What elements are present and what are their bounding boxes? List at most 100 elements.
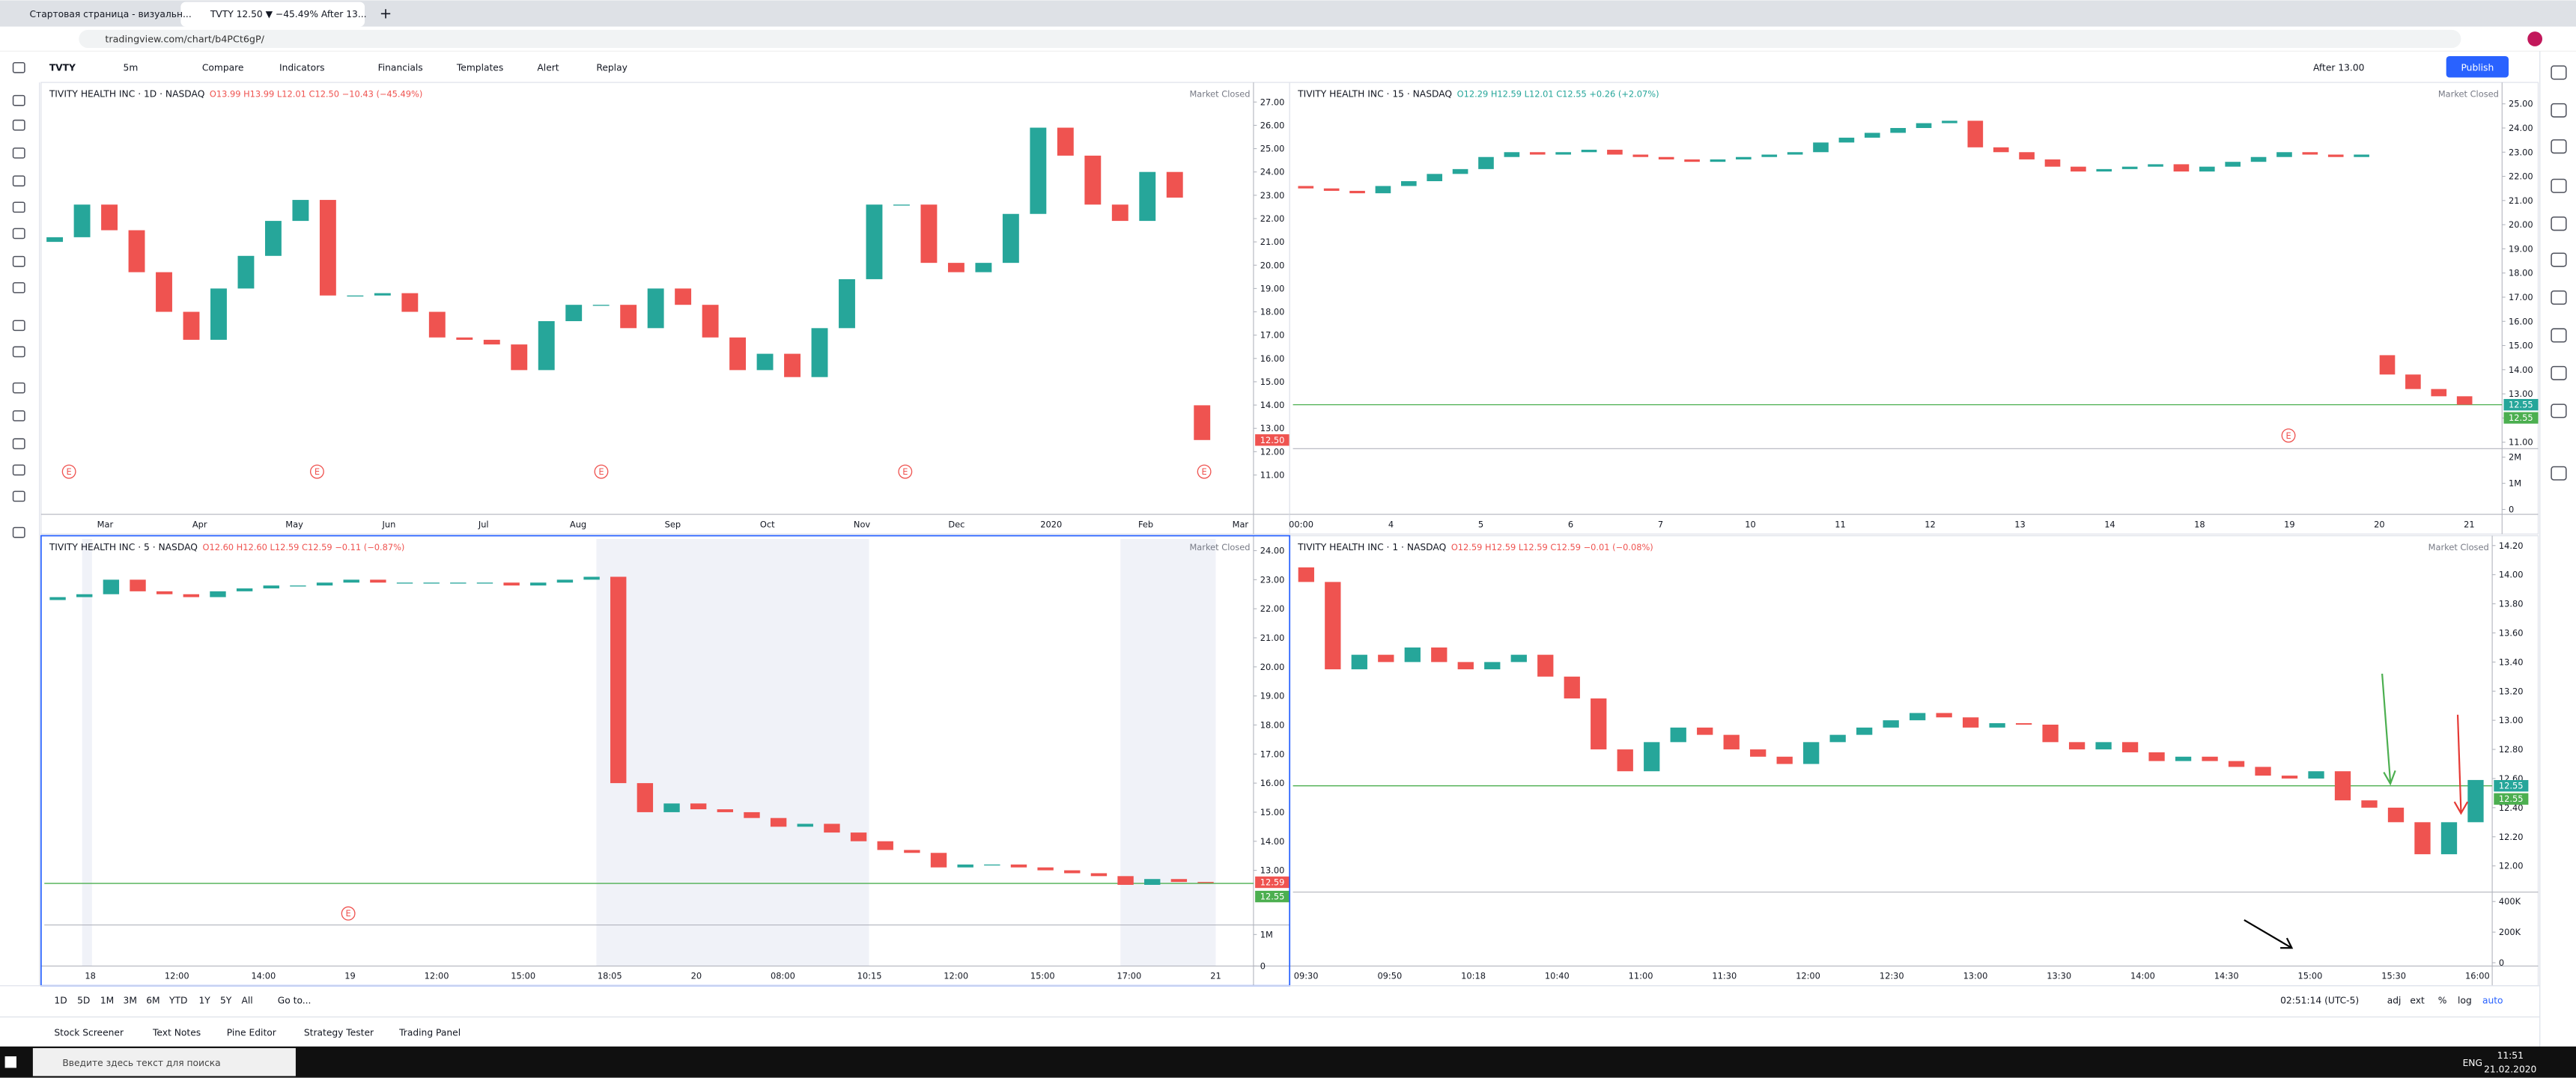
new-tab[interactable]: + (380, 4, 392, 22)
event-label[interactable]: E (1202, 466, 1207, 477)
event-marker[interactable] (309, 464, 324, 479)
tool-icon[interactable] (12, 320, 25, 332)
side-icon[interactable] (2551, 216, 2567, 231)
range-button[interactable]: All (242, 995, 253, 1005)
side-icon[interactable] (2551, 139, 2567, 154)
toolbar-item[interactable]: Financials (378, 62, 423, 73)
bottom-tab[interactable]: Strategy Tester (304, 1027, 374, 1038)
candle (2308, 771, 2324, 779)
toolbar-item[interactable]: Replay (596, 62, 628, 73)
scale-option[interactable]: adj (2387, 995, 2402, 1005)
event-label[interactable]: E (598, 466, 604, 477)
tool-icon[interactable] (12, 281, 25, 293)
language[interactable]: ENG (2463, 1058, 2482, 1068)
toolbar-item[interactable]: Alert (537, 62, 559, 73)
tab-title[interactable]: TVTY 12.50 ▼ −45.49% After 13... (210, 9, 367, 19)
y-tick-label: 21.00 (1260, 633, 1285, 643)
candle (824, 823, 840, 833)
candle (374, 293, 391, 296)
side-icon[interactable] (2551, 404, 2567, 418)
tool-icon[interactable] (12, 119, 25, 131)
range-button[interactable]: YTD (168, 995, 187, 1005)
event-label[interactable]: E (315, 466, 320, 477)
interval[interactable]: 5m (124, 62, 139, 73)
session[interactable]: After 13.00 (2313, 62, 2364, 73)
event-label[interactable]: E (67, 466, 72, 477)
tool-icon[interactable] (12, 464, 25, 476)
candle (1864, 133, 1880, 138)
side-icon[interactable] (2551, 178, 2567, 193)
bottom-tab[interactable]: Pine Editor (227, 1027, 277, 1038)
last-price-label: 12.50 (1260, 435, 1285, 445)
event-marker[interactable] (2281, 428, 2296, 443)
tool-icon[interactable] (12, 228, 25, 240)
toolbar-item[interactable]: Templates (456, 62, 503, 73)
tool-icon[interactable] (12, 438, 25, 450)
side-icon[interactable] (2551, 252, 2567, 267)
event-label[interactable]: E (346, 908, 351, 919)
tool-icon[interactable] (12, 255, 25, 267)
side-icon[interactable] (2551, 466, 2567, 481)
event-marker[interactable] (61, 464, 76, 479)
range-button[interactable]: 6M (146, 995, 160, 1005)
tool-icon[interactable] (12, 410, 25, 421)
avatar[interactable] (2527, 31, 2543, 46)
range-button[interactable]: 1Y (198, 995, 210, 1005)
side-icon[interactable] (2551, 290, 2567, 305)
x-tick-label: 17:00 (1117, 971, 1141, 981)
x-tick-label: 13:30 (2047, 971, 2071, 981)
side-icon[interactable] (2551, 365, 2567, 380)
event-marker[interactable] (1197, 464, 1212, 479)
tool-icon[interactable] (12, 526, 25, 538)
tool-icon[interactable] (12, 201, 25, 213)
active-tab[interactable] (180, 1, 365, 27)
tool-icon[interactable] (12, 175, 25, 187)
toolbar-item[interactable]: Indicators (279, 62, 325, 73)
side-icon[interactable] (2551, 328, 2567, 343)
bottom-tab[interactable]: Text Notes (152, 1027, 201, 1038)
side-icon[interactable] (2551, 65, 2567, 80)
address-bar[interactable] (79, 29, 2461, 49)
tool-icon[interactable] (12, 147, 25, 159)
publish-label[interactable]: Publish (2461, 62, 2494, 73)
range-button[interactable]: 5Y (220, 995, 232, 1005)
search-box[interactable] (32, 1048, 296, 1077)
tool-icon[interactable] (12, 346, 25, 358)
range-button[interactable]: 1M (100, 995, 114, 1005)
x-tick-label: 13:00 (1963, 971, 1988, 981)
search-placeholder[interactable]: Введите здесь текст для поиска (62, 1058, 220, 1068)
range-button[interactable]: 5D (77, 995, 90, 1005)
tool-icon[interactable] (12, 62, 25, 73)
scale-option[interactable]: log (2458, 995, 2472, 1005)
tool-icon[interactable] (12, 94, 25, 106)
candle (1813, 142, 1829, 153)
bottom-tab[interactable]: Stock Screener (54, 1027, 124, 1038)
range-button[interactable]: 1D (54, 995, 67, 1005)
candle (2228, 761, 2245, 767)
toolbar-item[interactable]: Compare (202, 62, 244, 73)
symbol[interactable]: TVTY (49, 62, 76, 73)
tab-title[interactable]: Стартовая страница - визуальн... (29, 9, 191, 19)
candle (456, 337, 473, 340)
side-icon[interactable] (2551, 103, 2567, 118)
event-label[interactable]: E (2285, 430, 2291, 441)
goto[interactable]: Go to... (278, 995, 312, 1005)
event-marker[interactable] (898, 464, 913, 479)
url[interactable]: tradingview.com/chart/b4PCt6gP/ (105, 33, 264, 44)
x-tick-label: 12:30 (1880, 971, 1904, 981)
tool-icon[interactable] (12, 490, 25, 502)
y-tick-label: 18.00 (1260, 719, 1285, 730)
publish-button[interactable] (2446, 56, 2509, 78)
event-marker[interactable] (341, 906, 356, 921)
scale-option[interactable]: auto (2482, 995, 2503, 1005)
scale-option[interactable]: ext (2410, 995, 2425, 1005)
range-button[interactable]: 3M (124, 995, 137, 1005)
candle (1030, 127, 1047, 214)
start-button[interactable] (4, 1056, 16, 1068)
scale-option[interactable]: % (2438, 995, 2447, 1005)
event-marker[interactable] (594, 464, 609, 479)
bottom-tab[interactable]: Trading Panel (398, 1027, 461, 1038)
market-status: Market Closed (2438, 88, 2499, 99)
event-label[interactable]: E (902, 466, 908, 477)
tool-icon[interactable] (12, 382, 25, 394)
